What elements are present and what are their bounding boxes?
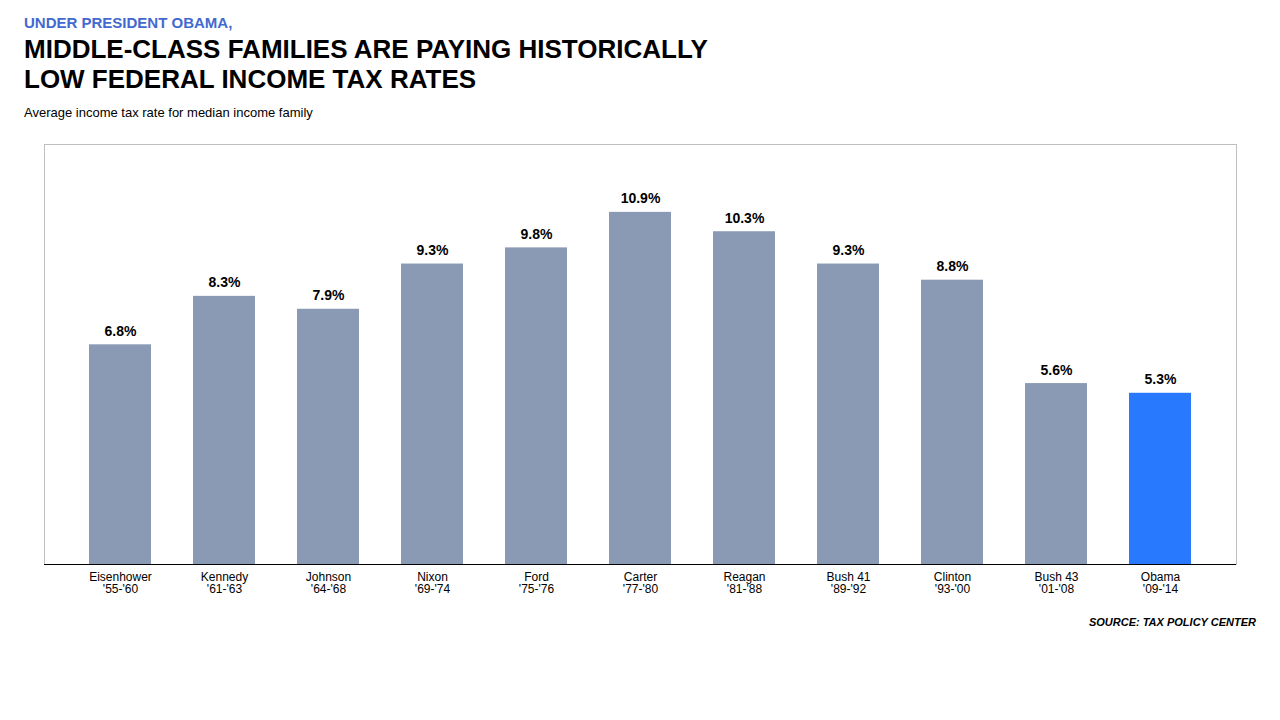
svg-text:Ford'75-'76: Ford'75-'76 (519, 570, 555, 596)
svg-text:6.8%: 6.8% (105, 323, 137, 339)
svg-text:Kennedy'61-'63: Kennedy'61-'63 (201, 570, 248, 596)
svg-text:Nixon'69-'74: Nixon'69-'74 (415, 570, 451, 596)
svg-text:9.3%: 9.3% (833, 242, 865, 258)
svg-text:Carter'77-'80: Carter'77-'80 (623, 570, 659, 596)
svg-text:Reagan'81-'88: Reagan'81-'88 (723, 570, 765, 596)
svg-text:7.9%: 7.9% (313, 287, 345, 303)
svg-text:10.3%: 10.3% (725, 210, 765, 226)
svg-text:10.9%: 10.9% (621, 190, 661, 206)
html-text:Average income tax rate for me: Average income tax rate for median incom… (24, 104, 313, 120)
html-text:SOURCE: TAX POLICY CENTER: SOURCE: TAX POLICY CENTER (1088, 615, 1256, 628)
svg-text:5.3%: 5.3% (1145, 371, 1177, 387)
html-text:UNDER PRESIDENT OBAMA,: UNDER PRESIDENT OBAMA, (24, 14, 233, 31)
svg-text:Bush 41'89-'92: Bush 41'89-'92 (826, 570, 870, 596)
svg-text:5.6%: 5.6% (1041, 361, 1073, 377)
svg-text:Obama'09-'14: Obama'09-'14 (1141, 570, 1181, 596)
svg-text:9.3%: 9.3% (417, 242, 449, 258)
svg-text:Bush 43'01-'08: Bush 43'01-'08 (1034, 570, 1078, 596)
svg-text:9.8%: 9.8% (521, 226, 553, 242)
svg-text:Johnson'64-'68: Johnson'64-'68 (306, 570, 351, 596)
svg-text:8.8%: 8.8% (937, 258, 969, 274)
html-text:MIDDLE-CLASS FAMILIES ARE PAYI: MIDDLE-CLASS FAMILIES ARE PAYING HISTORI… (24, 34, 708, 94)
svg-text:8.3%: 8.3% (209, 274, 241, 290)
svg-text:Clinton'93-'00: Clinton'93-'00 (934, 570, 971, 596)
svg-text:Eisenhower'55-'60: Eisenhower'55-'60 (89, 570, 152, 596)
